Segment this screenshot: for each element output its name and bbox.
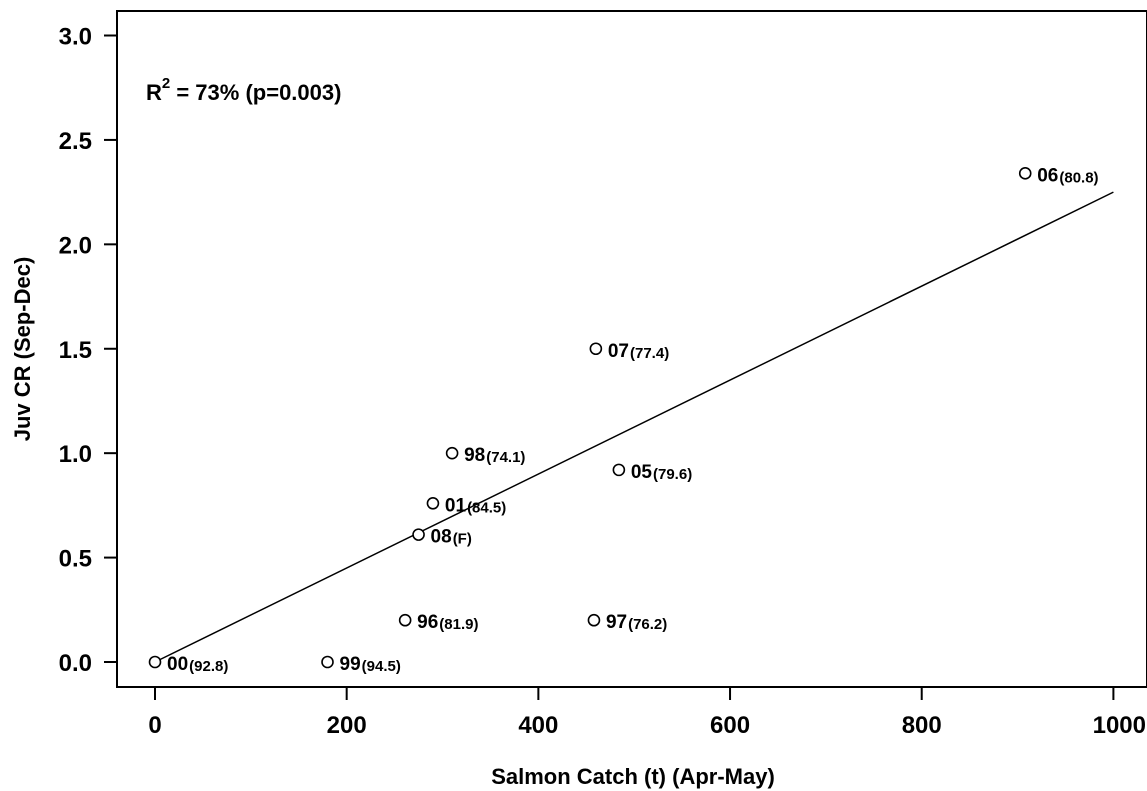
- x-axis-title: Salmon Catch (t) (Apr-May): [491, 764, 775, 789]
- data-point-98: 98(74.1): [445, 445, 525, 466]
- point-label: 99(94.5): [340, 654, 401, 675]
- point-marker: [587, 613, 601, 627]
- point-marker: [589, 342, 603, 356]
- point-label: 97(76.2): [606, 612, 667, 633]
- regression-line: [154, 191, 1114, 663]
- point-label: 06(80.8): [1037, 165, 1098, 186]
- x-tick-label: 0: [148, 712, 161, 739]
- y-tick-label: 2.5: [59, 128, 92, 155]
- point-marker: [445, 446, 459, 460]
- point-marker: [1018, 167, 1032, 180]
- point-label: 98(74.1): [464, 445, 525, 466]
- y-axis-title: Juv CR (Sep-Dec): [10, 257, 35, 442]
- point-marker: [398, 613, 412, 627]
- data-point-00: 00(92.8): [148, 654, 228, 675]
- x-axis: 0 200 400 600 800 1000: [148, 687, 1146, 739]
- data-point-06: 06(80.8): [1018, 165, 1099, 186]
- point-marker: [612, 463, 626, 477]
- data-point-97: 97(76.2): [587, 612, 667, 633]
- point-label: 00(92.8): [167, 654, 228, 675]
- point-marker: [426, 496, 440, 510]
- point-marker: [148, 655, 162, 669]
- x-tick-label: 400: [518, 712, 558, 739]
- point-label: 08(F): [431, 527, 472, 548]
- data-point-01: 01(84.5): [426, 495, 506, 516]
- data-point-08: 08(F): [412, 527, 472, 548]
- data-point-96: 96(81.9): [398, 612, 478, 633]
- point-label: 01(84.5): [445, 495, 506, 516]
- point-marker: [412, 528, 425, 541]
- x-tick-label: 200: [327, 712, 367, 739]
- x-tick-label: 800: [902, 712, 942, 739]
- data-point-05: 05(79.6): [612, 462, 692, 483]
- point-label: 07(77.4): [608, 341, 669, 362]
- point-label: 05(79.6): [631, 462, 692, 483]
- y-tick-label: 1.0: [59, 441, 92, 468]
- y-tick-label: 2.0: [59, 232, 92, 259]
- point-label: 96(81.9): [417, 612, 478, 633]
- r-squared-annotation: R2 = 73% (p=0.003): [146, 75, 341, 105]
- y-tick-label: 0.5: [59, 546, 92, 573]
- y-axis: 0.0 0.5 1.0 1.5 2.0 2.5 3.0: [59, 24, 117, 677]
- y-tick-label: 1.5: [59, 337, 92, 364]
- data-point-99: 99(94.5): [321, 654, 401, 675]
- y-tick-label: 3.0: [59, 24, 92, 51]
- point-marker: [321, 655, 334, 669]
- data-points: 00(92.8) 99(94.5) 96(81.9) 97(76.2) 08(F) 01(…: [148, 165, 1099, 675]
- y-tick-label: 0.0: [59, 650, 92, 677]
- data-point-07: 07(77.4): [589, 341, 669, 362]
- x-tick-label: 600: [710, 712, 750, 739]
- x-tick-label: 1000: [1093, 712, 1146, 739]
